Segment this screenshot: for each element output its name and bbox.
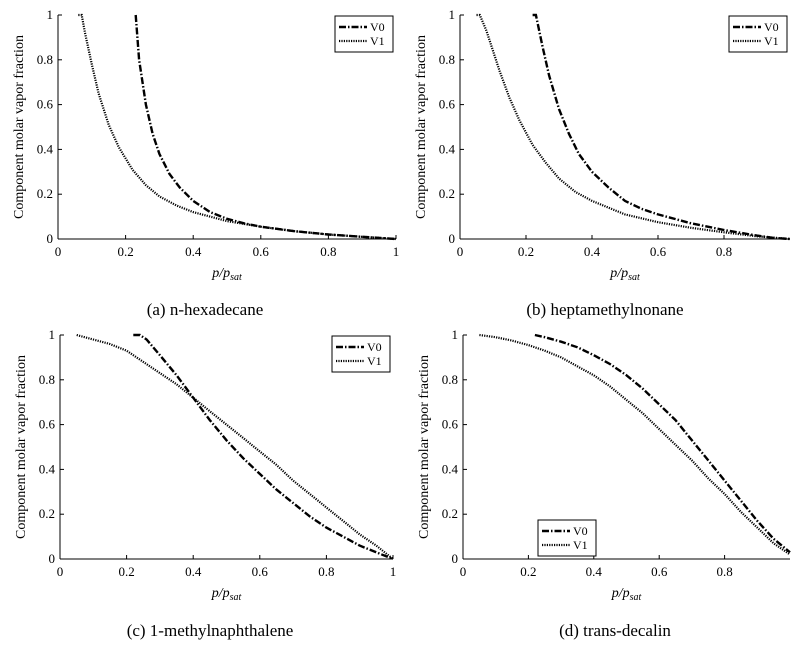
x-tick-label-d: 0.4 — [586, 564, 603, 579]
series-line-v1-b — [476, 13, 791, 241]
legend-label-v0-b: V0 — [764, 20, 779, 34]
y-tick-label-d: 0 — [452, 551, 459, 566]
series-line-v0-c — [133, 333, 394, 561]
x-tick-label-b: 0.8 — [716, 244, 732, 259]
y-tick-label-d: 1 — [452, 327, 459, 342]
legend-label-v1-c: V1 — [367, 354, 382, 368]
legend-label-v1-d: V1 — [573, 538, 588, 552]
x-axis-label-c: p/psat — [211, 586, 242, 603]
y-tick-label-a: 0.8 — [37, 52, 53, 67]
x-tick-label-c: 0 — [57, 564, 64, 579]
y-tick-label-d: 0.8 — [442, 372, 458, 387]
y-tick-label-a: 0.6 — [37, 97, 54, 112]
caption-c: (c) 1-methylnaphthalene — [126, 621, 294, 640]
legend-label-v1-a: V1 — [370, 34, 385, 48]
x-tick-label-b: 0 — [457, 244, 464, 259]
x-tick-label-d: 0.6 — [651, 564, 668, 579]
x-tick-label-a: 0 — [55, 244, 62, 259]
y-tick-label-d: 0.2 — [442, 506, 458, 521]
legend-box-b — [728, 15, 788, 53]
y-tick-label-c: 0.4 — [39, 461, 56, 476]
y-axis-label-b: Component molar vapor fraction — [414, 35, 429, 219]
y-tick-label-a: 1 — [47, 7, 54, 22]
x-tick-label-a: 0.4 — [185, 244, 202, 259]
y-tick-label-c: 0.8 — [39, 372, 55, 387]
y-tick-label-c: 0.6 — [39, 417, 56, 432]
x-axis-label-d: p/psat — [611, 586, 642, 603]
y-axis-label-c: Component molar vapor fraction — [14, 355, 29, 539]
y-tick-label-b: 0.4 — [439, 141, 456, 156]
y-tick-label-a: 0.2 — [37, 186, 53, 201]
caption-b: (b) heptamethylnonane — [526, 300, 684, 319]
x-tick-label-a: 1 — [393, 244, 400, 259]
legend-box-d — [537, 519, 597, 557]
y-tick-label-b: 0.2 — [439, 186, 455, 201]
x-tick-label-c: 0.4 — [185, 564, 202, 579]
x-tick-label-c: 0.2 — [118, 564, 134, 579]
panel-b: 0 0.2 0.4 0.6 0.8 1 0 0.2 0.4 0.6 0.8 Component mol… — [414, 7, 791, 283]
panel-c: 0 0.2 0.4 0.6 0.8 1 0 0.2 0.4 0.6 0.8 1 Component mo… — [14, 327, 396, 603]
x-tick-label-a: 0.2 — [117, 244, 133, 259]
x-tick-label-a: 0.6 — [253, 244, 270, 259]
panel-a: 0 0.2 0.4 0.6 0.8 1 0 0.2 0.4 0.6 0.8 1 Component mo… — [12, 7, 399, 283]
y-tick-label-b: 0 — [449, 231, 456, 246]
y-tick-label-c: 0 — [49, 551, 56, 566]
y-tick-label-a: 0.4 — [37, 141, 54, 156]
x-tick-label-c: 1 — [390, 564, 397, 579]
legend-box-c — [331, 335, 391, 373]
series-line-v0-d — [534, 333, 791, 554]
x-axis-label-a: p/psat — [211, 266, 242, 283]
series-line-v0-a — [134, 14, 397, 241]
x-tick-label-d: 0 — [460, 564, 467, 579]
y-axis-label-d: Component molar vapor fraction — [417, 355, 432, 539]
y-tick-label-d: 0.6 — [442, 417, 459, 432]
y-tick-label-c: 0.2 — [39, 506, 55, 521]
x-tick-label-b: 0.4 — [584, 244, 601, 259]
panel-d: 0 0.2 0.4 0.6 0.8 1 0 0.2 0.4 0.6 0.8 Component mol… — [417, 327, 791, 603]
y-tick-label-b: 0.6 — [439, 97, 456, 112]
x-tick-label-c: 0.6 — [252, 564, 269, 579]
series-line-v1-c — [76, 333, 394, 560]
x-tick-label-d: 0.8 — [716, 564, 732, 579]
series-line-v1-d — [479, 333, 791, 556]
caption-d: (d) trans-decalin — [559, 621, 671, 640]
legend-label-v1-b: V1 — [764, 34, 779, 48]
x-tick-label-c: 0.8 — [318, 564, 334, 579]
x-tick-label-b: 0.2 — [518, 244, 534, 259]
legend-label-v0-d: V0 — [573, 524, 588, 538]
y-tick-label-a: 0 — [47, 231, 54, 246]
x-tick-label-b: 0.6 — [650, 244, 667, 259]
y-tick-label-b: 1 — [449, 7, 456, 22]
y-tick-label-d: 0.4 — [442, 461, 459, 476]
legend-box-a — [334, 15, 394, 53]
y-tick-label-c: 1 — [49, 327, 56, 342]
x-tick-label-a: 0.8 — [320, 244, 336, 259]
series-line-v1-a — [78, 13, 397, 241]
x-axis-label-b: p/psat — [609, 266, 640, 283]
legend-label-v0-a: V0 — [370, 20, 385, 34]
legend-label-v0-c: V0 — [367, 340, 382, 354]
series-line-v0-b — [532, 13, 791, 241]
caption-a: (a) n-hexadecane — [146, 300, 264, 319]
y-tick-label-b: 0.8 — [439, 52, 455, 67]
y-axis-label-a: Component molar vapor fraction — [12, 35, 27, 219]
x-tick-label-d: 0.2 — [520, 564, 536, 579]
